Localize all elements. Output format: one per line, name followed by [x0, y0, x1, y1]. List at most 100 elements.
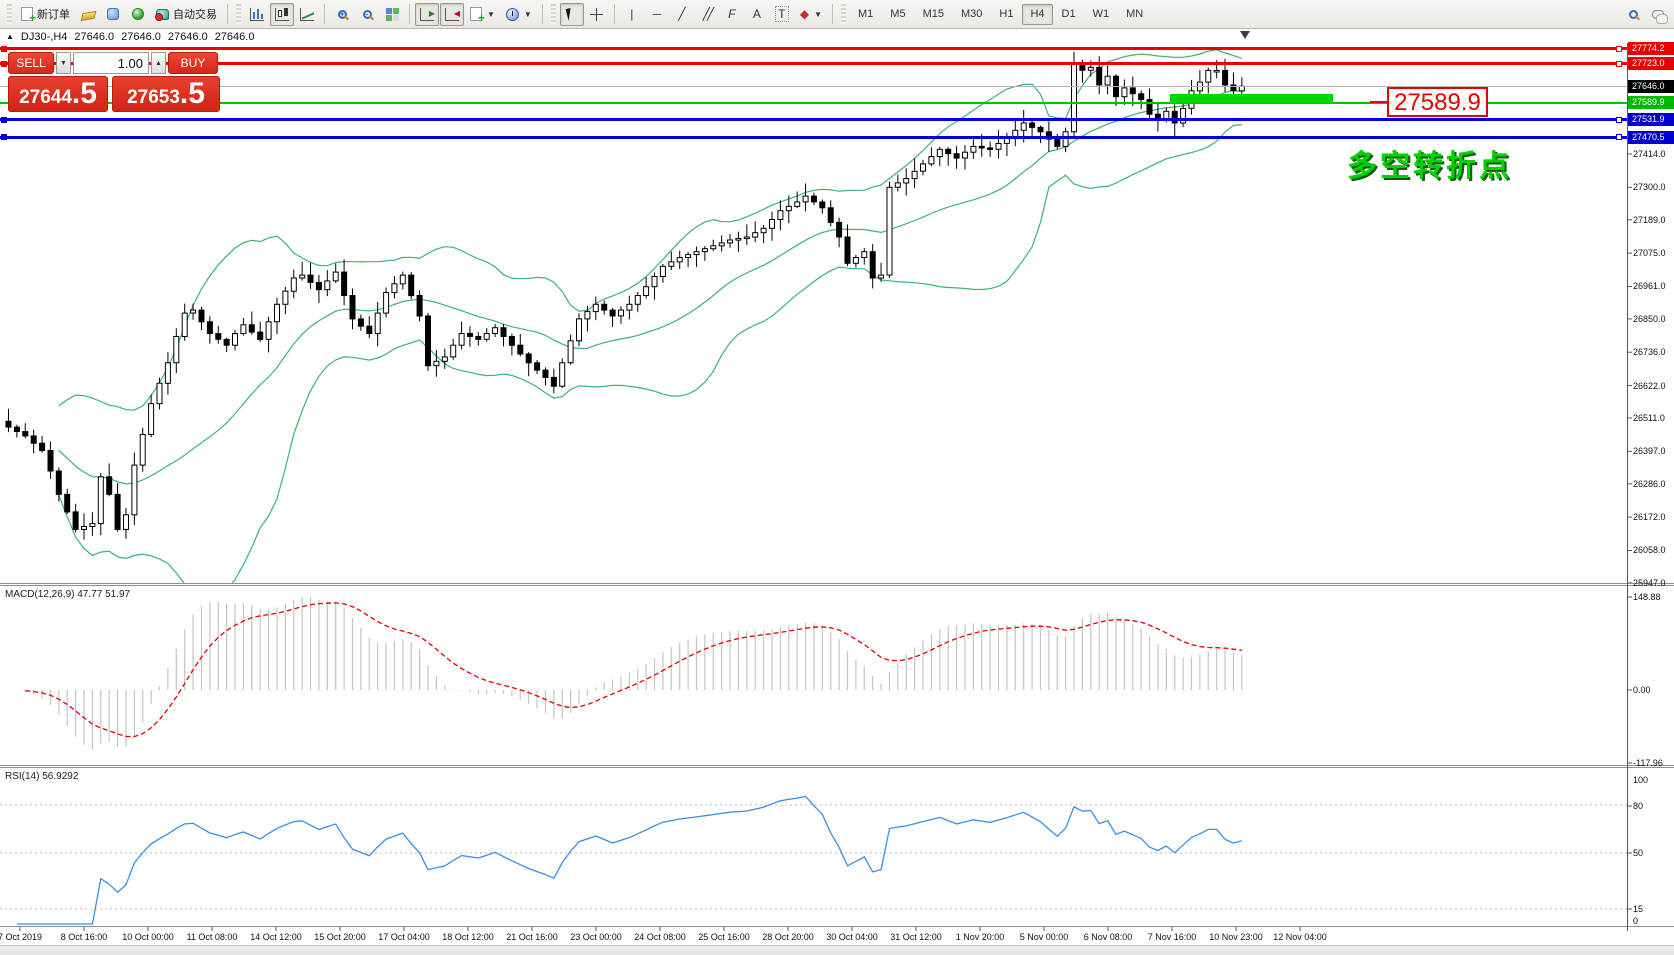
new-order-button[interactable]: 新订单 — [16, 3, 75, 26]
chart-ohlc-header: ▲ DJ30-,H4 27646.0 27646.0 27646.0 27646… — [0, 30, 254, 43]
text-label-button[interactable]: T — [770, 3, 794, 26]
sell-price-button[interactable]: 27644 .5 — [8, 76, 108, 112]
zoom-in-button[interactable]: + — [330, 3, 354, 26]
horizontal-line-object[interactable] — [0, 85, 1627, 87]
timeframe-h1-button[interactable]: H1 — [999, 8, 1014, 20]
zoom-out-button[interactable]: - — [355, 3, 379, 26]
line-handle[interactable] — [1616, 45, 1622, 52]
pane-separator[interactable] — [0, 765, 1674, 766]
bar-chart-button[interactable] — [245, 3, 269, 26]
rsi-axis-label: 80 — [1633, 801, 1644, 811]
line-chart-button[interactable] — [295, 3, 319, 26]
tile-windows-button[interactable] — [380, 3, 404, 26]
search-button[interactable] — [1621, 3, 1645, 26]
data-window-button[interactable] — [101, 3, 125, 26]
horizontal-line-object[interactable] — [0, 135, 1627, 139]
time-tick-label: 6 Nov 08:00 — [1083, 932, 1133, 942]
toolbar-grip[interactable] — [7, 4, 12, 24]
timeframe-m15-button[interactable]: M15 — [922, 8, 944, 20]
pane-separator[interactable] — [0, 585, 1674, 586]
price-tick-label: 26286.0 — [1633, 478, 1666, 489]
periods-button[interactable]: ▼ — [501, 3, 537, 26]
buy-button[interactable]: BUY — [168, 52, 218, 74]
time-tick-label: 15 Oct 20:00 — [314, 932, 366, 942]
timeframe-m1-button[interactable]: M1 — [858, 8, 874, 20]
line-handle[interactable] — [1616, 60, 1622, 67]
line-handle[interactable] — [1, 60, 7, 67]
shapes-button[interactable]: ◆ ▼ — [795, 3, 827, 26]
rsi-axis-label: 50 — [1633, 848, 1644, 858]
time-tick-label: 31 Oct 12:00 — [890, 932, 942, 942]
one-click-collapse-icon[interactable]: ▲ — [6, 32, 14, 41]
macd-signal-line — [25, 602, 1242, 738]
time-tick-label: 10 Nov 23:00 — [1209, 932, 1263, 942]
line-chart-icon — [300, 7, 314, 21]
highlight-bar-object[interactable] — [1170, 94, 1333, 104]
sell-button[interactable]: SELL — [8, 52, 54, 74]
timeframe-h4-button[interactable]: H4 — [1022, 3, 1053, 25]
crosshair-button[interactable] — [585, 3, 609, 26]
timeframe-mn-button[interactable]: MN — [1126, 8, 1144, 20]
trendline-button[interactable]: ╱ — [670, 3, 694, 26]
timeframe-m30-button[interactable]: M30 — [960, 8, 983, 20]
time-tick-label: 25 Oct 16:00 — [698, 932, 750, 942]
autotrading-icon — [155, 8, 169, 21]
add-indicator-icon — [470, 7, 485, 25]
cursor-button[interactable] — [559, 2, 584, 26]
toolbar-grip[interactable] — [550, 4, 556, 24]
macd-histogram — [24, 596, 1243, 750]
price-callout-box[interactable]: 27589.9 — [1387, 86, 1488, 117]
fibonacci-button[interactable]: F — [720, 3, 744, 26]
timeframe-w1-button[interactable]: W1 — [1092, 8, 1110, 20]
vertical-line-button[interactable]: | — [620, 3, 644, 26]
indicators-button[interactable]: ▼ — [465, 3, 500, 26]
horizontal-line-object[interactable] — [0, 118, 1627, 122]
navigator-button[interactable] — [126, 3, 150, 26]
new-order-icon — [21, 7, 36, 25]
horizontal-line-object[interactable] — [0, 62, 1627, 66]
one-click-trading-panel: SELL ▼ ▲ BUY 27644 .5 27653 .5 — [8, 52, 220, 112]
line-handle[interactable] — [1, 45, 7, 52]
line-handle[interactable] — [1, 116, 7, 123]
line-handle[interactable] — [1616, 134, 1622, 141]
pane-separator[interactable] — [0, 583, 1674, 584]
text-tool-button[interactable]: A — [745, 3, 769, 26]
horizontal-line-object[interactable] — [0, 47, 1627, 51]
line-handle[interactable] — [1, 134, 7, 141]
pane-separator[interactable] — [0, 767, 1674, 768]
candlestick-chart-button[interactable] — [270, 2, 294, 26]
channel-button[interactable]: ╱╱ — [695, 3, 719, 26]
line-handle[interactable] — [1616, 116, 1622, 123]
cursor-icon — [566, 7, 578, 21]
chevron-down-icon: ▼ — [487, 9, 495, 19]
market-watch-button[interactable] — [76, 3, 100, 26]
time-tick-label: 8 Oct 16:00 — [60, 932, 108, 942]
horizontal-line-icon: ─ — [652, 7, 662, 21]
turning-point-annotation[interactable]: 多空转折点 — [1347, 150, 1512, 183]
price-tick-label: 26961.0 — [1633, 281, 1666, 292]
auto-scroll-button[interactable] — [415, 2, 439, 26]
toolbar-grip[interactable] — [236, 4, 241, 24]
timeframe-d1-button[interactable]: D1 — [1061, 8, 1076, 20]
volume-decrease-button[interactable]: ▼ — [56, 52, 71, 74]
volume-increase-button[interactable]: ▲ — [151, 52, 166, 74]
timeframe-m5-button[interactable]: M5 — [890, 8, 906, 20]
price-tick-label: 26622.0 — [1633, 380, 1666, 391]
volume-input[interactable] — [73, 52, 149, 74]
horizontal-line-button[interactable]: ─ — [645, 3, 669, 26]
chart-shift-button[interactable] — [440, 2, 464, 26]
vertical-line-icon: | — [630, 7, 634, 21]
chat-button[interactable] — [1646, 3, 1670, 26]
chart-shift-marker[interactable] — [1240, 31, 1250, 39]
horizontal-line-object[interactable] — [0, 101, 1627, 104]
buy-price-button[interactable]: 27653 .5 — [112, 76, 220, 112]
price-tick-label: 26736.0 — [1633, 347, 1666, 358]
toolbar-grip[interactable] — [841, 4, 846, 24]
time-tick-label: 21 Oct 16:00 — [506, 932, 558, 942]
navigator-icon — [132, 8, 144, 20]
autotrading-button[interactable]: 自动交易 — [151, 3, 222, 26]
price-tick-label: 27075.0 — [1633, 248, 1666, 259]
rsi-axis-label: 0 — [1633, 916, 1639, 926]
zoom-in-icon: + — [337, 8, 347, 19]
